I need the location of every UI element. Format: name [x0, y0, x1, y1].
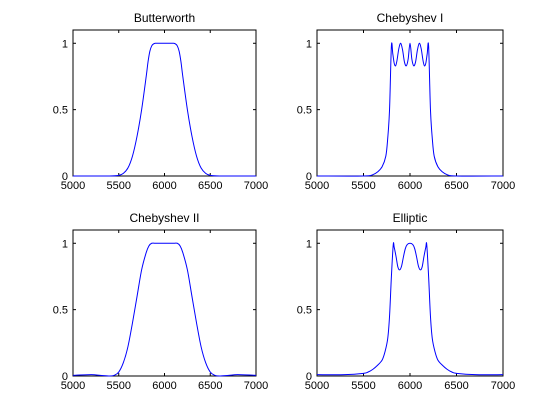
y-tick-label: 0.5 [53, 305, 68, 317]
x-tick-label: 6000 [398, 180, 422, 192]
y-tick-label: 1 [306, 238, 312, 250]
y-tick-label: 0 [62, 371, 68, 383]
x-tick-label: 5000 [61, 180, 85, 192]
chart-title: Chebyshev I [377, 11, 444, 25]
y-tick-label: 0 [62, 171, 68, 183]
x-tick-label: 5500 [351, 180, 375, 192]
x-tick-label: 5000 [305, 180, 329, 192]
subplot-elliptic: Elliptic 5000 5500 6000 6500 7000 0 0.5 1 [297, 211, 516, 392]
y-tick-label: 0 [306, 371, 312, 383]
chart-title: Chebyshev II [129, 211, 199, 225]
x-tick-label: 6500 [444, 180, 468, 192]
x-tick-label: 5500 [107, 380, 131, 392]
x-tick-label: 6500 [444, 380, 468, 392]
y-tick-label: 1 [62, 38, 68, 50]
y-tick-label: 0.5 [297, 305, 312, 317]
subplot-chebyshev-i: Chebyshev I 5000 5500 6000 6500 7000 0 0.5 1 [297, 11, 516, 192]
x-tick-label: 6000 [152, 380, 176, 392]
x-tick-label: 6000 [398, 380, 422, 392]
y-tick-label: 0.5 [53, 105, 68, 117]
series-line [316, 42, 504, 177]
axes-box [72, 29, 257, 177]
y-tick-label: 1 [62, 238, 68, 250]
x-tick-label: 7000 [244, 180, 268, 192]
chart-title: Elliptic [393, 211, 428, 225]
x-tick-label: 5000 [61, 380, 85, 392]
series-line [72, 242, 257, 377]
axes-box [72, 229, 257, 377]
x-tick-label: 5500 [107, 180, 131, 192]
y-tick-label: 1 [306, 38, 312, 50]
axes-box [316, 229, 504, 377]
x-tick-label: 5500 [351, 380, 375, 392]
x-tick-label: 6000 [152, 180, 176, 192]
subplot-chebyshev-ii: Chebyshev II 5000 5500 6000 6500 7000 0 0.5 1 [53, 211, 269, 392]
series-line [316, 242, 504, 376]
x-tick-label: 6500 [198, 380, 222, 392]
y-tick-label: 0 [306, 171, 312, 183]
x-tick-label: 6500 [198, 180, 222, 192]
chart-title: Butterworth [134, 11, 195, 25]
series-line [72, 42, 257, 177]
x-tick-label: 7000 [491, 380, 515, 392]
axes-box [316, 29, 504, 177]
x-tick-label: 7000 [244, 380, 268, 392]
subplot-butterworth: Butterworth 5000 5500 6000 6500 7000 0 0.5 1 [53, 11, 269, 192]
x-tick-label: 5000 [305, 380, 329, 392]
y-tick-label: 0.5 [297, 105, 312, 117]
x-tick-label: 7000 [491, 180, 515, 192]
